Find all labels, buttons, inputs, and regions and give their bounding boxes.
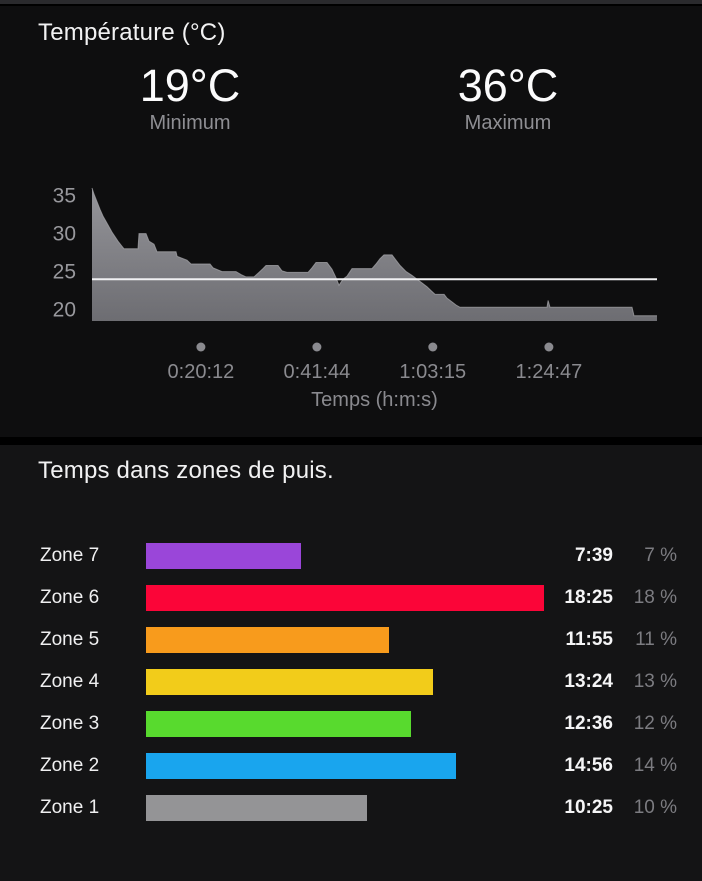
zone-row: Zone 3 12:36 12 % (0, 703, 702, 745)
zone-time: 7:39 (574, 545, 613, 566)
zone-bar (146, 795, 367, 821)
zone-percent: 11 % (635, 629, 677, 650)
minimum-stat: 19°C Minimum (30, 62, 350, 135)
zone-row: Zone 7 7:39 7 % (0, 535, 702, 577)
x-axis-dot (312, 342, 322, 352)
zone-label: Zone 7 (40, 545, 100, 566)
x-axis-tick-label: 0:20:12 (168, 361, 235, 383)
x-axis-tick-label: 0:41:44 (284, 361, 351, 383)
x-axis-dot (428, 342, 438, 352)
minimum-value: 19°C (139, 60, 241, 111)
temperature-title: Température (°C) (38, 19, 226, 46)
maximum-value: 36°C (457, 60, 559, 111)
power-zones-panel: Temps dans zones de puis. Zone 7 7:39 7 % Z… (0, 445, 702, 881)
zone-percent: 12 % (633, 713, 677, 734)
zone-row: Zone 1 10:25 10 % (0, 787, 702, 829)
temperature-series-edge (91, 187, 657, 317)
zone-bar (146, 753, 456, 779)
zone-label: Zone 3 (40, 713, 100, 734)
zone-time: 13:24 (564, 671, 613, 692)
zone-label: Zone 5 (40, 629, 100, 650)
top-divider (0, 0, 702, 4)
zone-percent: 13 % (633, 671, 677, 692)
maximum-stat: 36°C Maximum (348, 62, 668, 135)
y-axis-tick-label: 30 (53, 223, 76, 246)
zone-label: Zone 4 (40, 671, 100, 692)
zone-time: 12:36 (564, 713, 613, 734)
x-axis-dot (196, 342, 206, 352)
x-axis-tick-label: 1:03:15 (399, 361, 466, 383)
zone-time: 10:25 (564, 797, 613, 818)
zone-bar (146, 627, 389, 653)
temperature-panel: Température (°C) 19°C Minimum 36°C Maxim… (0, 6, 702, 437)
zone-bar (146, 711, 411, 737)
zone-bar (146, 543, 301, 569)
temperature-area-chart: 20 25 30 35 0:20:12 0:41:44 1:03:15 1:24:47 Temp… (53, 185, 657, 411)
zones-title: Temps dans zones de puis. (38, 457, 334, 484)
zone-percent: 7 % (644, 545, 677, 566)
zone-percent: 14 % (633, 755, 677, 776)
zone-label: Zone 1 (40, 797, 100, 818)
x-axis-dot (544, 342, 554, 352)
zone-time: 14:56 (564, 755, 613, 776)
zone-time: 11:55 (565, 629, 613, 650)
zone-row: Zone 6 18:25 18 % (0, 577, 702, 619)
zone-row: Zone 5 11:55 11 % (0, 619, 702, 661)
zone-bar (146, 669, 433, 695)
zone-bar-chart: Zone 7 7:39 7 % Zone 6 18:25 18 % Zone 5 11:55 1… (0, 535, 702, 829)
zone-label: Zone 2 (40, 755, 100, 776)
y-axis-tick-label: 20 (53, 299, 76, 322)
temperature-area-series (92, 188, 657, 321)
y-axis-tick-label: 25 (53, 261, 76, 284)
zone-time: 18:25 (564, 587, 613, 608)
zone-bar (146, 585, 544, 611)
maximum-label: Maximum (464, 112, 552, 135)
x-axis-title: Temps (h:m:s) (311, 389, 438, 411)
zone-percent: 10 % (633, 797, 677, 818)
minimum-label: Minimum (149, 112, 231, 135)
zone-row: Zone 4 13:24 13 % (0, 661, 702, 703)
zone-row: Zone 2 14:56 14 % (0, 745, 702, 787)
x-axis-tick-label: 1:24:47 (516, 361, 583, 383)
zone-percent: 18 % (633, 587, 677, 608)
zone-label: Zone 6 (40, 587, 100, 608)
y-axis-tick-label: 35 (53, 185, 76, 208)
